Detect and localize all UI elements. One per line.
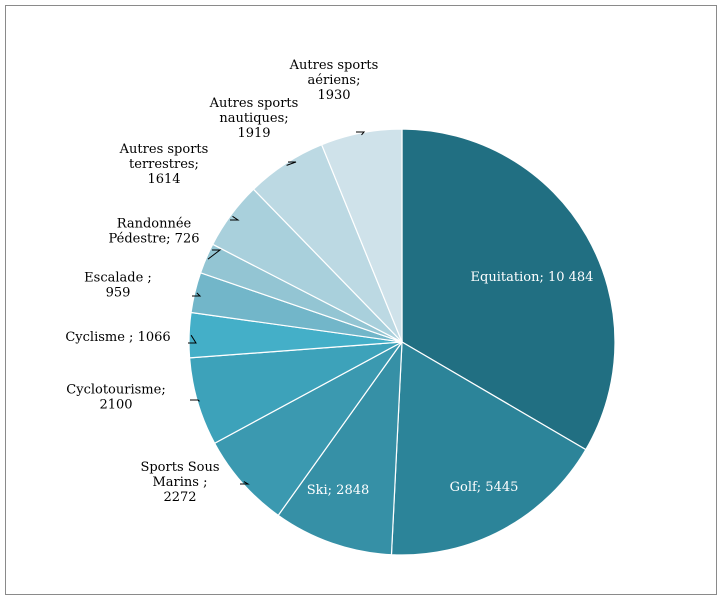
pie-slices xyxy=(188,128,616,556)
leader-line xyxy=(190,399,200,402)
data-label-ski: Ski; 2848 xyxy=(307,483,370,498)
pie-slice-golf xyxy=(390,340,587,556)
leader-lines xyxy=(188,131,366,485)
leader-line xyxy=(207,249,222,260)
pie-slice-equitation xyxy=(401,128,616,451)
leader-line xyxy=(230,215,240,221)
data-label-autres-sports-terrestres: Autres sports terrestres; 1614 xyxy=(119,142,209,187)
data-label-escalade: Escalade ; 959 xyxy=(84,271,152,301)
data-label-cyclisme: Cyclisme ; 1066 xyxy=(65,330,170,345)
leader-line xyxy=(286,161,297,166)
data-label-golf: Golf; 5445 xyxy=(450,480,519,495)
leader-line xyxy=(188,334,197,344)
data-label-autres-sports-nautiques: Autres sports nautiques; 1919 xyxy=(209,96,299,141)
data-label-equitation: Equitation; 10 484 xyxy=(471,270,594,285)
pie-chart: Equitation; 10 484 Golf; 5445 Ski; 2848 Spo… xyxy=(65,58,616,556)
data-label-sports-sous-marins: Sports Sous Marins ; 2272 xyxy=(140,460,219,505)
leader-line xyxy=(356,131,366,136)
leader-line xyxy=(192,292,202,297)
pie-slice-autres-sports-a-riens xyxy=(320,128,403,343)
data-label-randonn-e-p-destre: Randonnée Pédestre; 726 xyxy=(109,217,200,247)
data-labels: Equitation; 10 484 Golf; 5445 Ski; 2848 Spo… xyxy=(65,58,593,505)
leader-line xyxy=(240,481,250,485)
data-label-autres-sports-a-riens: Autres sports aériens; 1930 xyxy=(289,58,379,103)
pie-slice-ski xyxy=(277,339,403,556)
data-label-cyclotourisme: Cyclotourisme; 2100 xyxy=(66,383,165,413)
